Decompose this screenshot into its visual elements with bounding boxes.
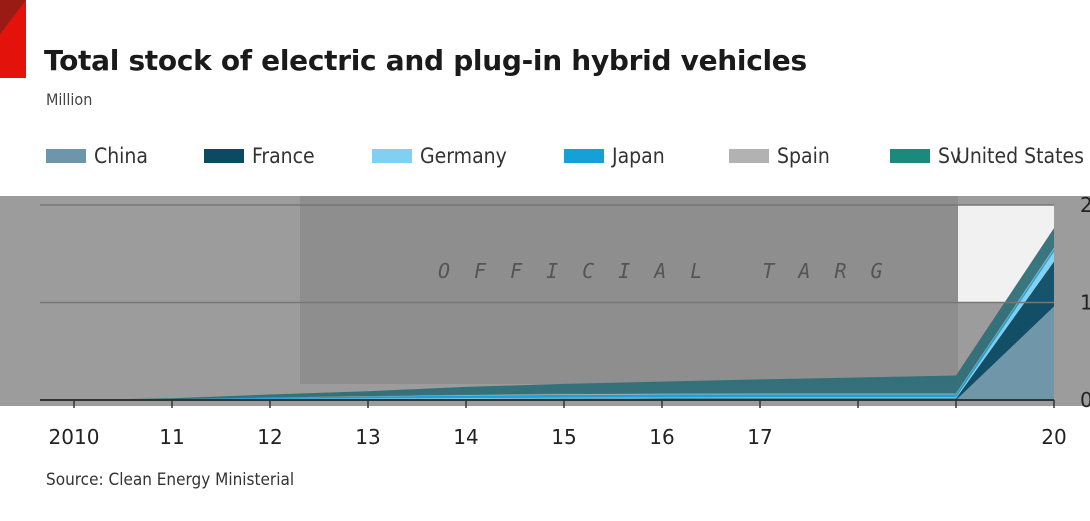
x-tick-label: 17 [747,425,772,449]
legend-label-france: France [252,144,315,168]
shaded-region [300,196,958,384]
x-tick-label: 11 [159,425,184,449]
y-tick-label: 0 [1080,388,1090,412]
x-tick-label: 15 [551,425,576,449]
legend-swatch-china [46,149,86,163]
legend-label-united-states: United States [956,144,1084,168]
legend-label-spain: Spain [777,144,830,168]
legend-item-france: France [204,142,315,170]
chart-background [0,196,1090,406]
legend-swatch-japan [564,149,604,163]
x-tick-label: 13 [355,425,380,449]
legend-swatch-germany [372,149,412,163]
x-tick-label: 2010 [49,425,100,449]
legend-item-united-states: United States [956,142,1084,170]
source-note: Source: Clean Energy Ministerial [46,470,295,490]
y-tick-label: 2 [1080,193,1090,217]
target-annotation: OFFICIAL TARG [438,259,907,283]
area-series-layer [74,228,1054,400]
area-united-states [74,228,1054,400]
legend-swatch-sweden [890,149,930,163]
x-tick-label: 16 [649,425,674,449]
legend-label-germany: Germany [420,144,507,168]
legend-label-japan: Japan [612,144,665,168]
gridlines [40,204,1054,401]
chart-subtitle: Million [46,90,93,109]
x-tick-label: 20 [1041,425,1066,449]
legend-label-sweden: Sv [938,144,962,168]
legend-item-spain: Spain [729,142,830,170]
chart-title: Total stock of electric and plug-in hybr… [44,44,807,77]
legend-label-china: China [94,144,148,168]
legend: China France Germany Japan Spain Sv Unit… [46,142,1090,170]
x-tick-label: 12 [257,425,282,449]
legend-swatch-spain [729,149,769,163]
legend-item-sweden: Sv [890,142,961,170]
x-tick-label: 14 [453,425,478,449]
legend-swatch-france [204,149,244,163]
legend-item-japan: Japan [564,142,665,170]
y-tick-label: 1 [1080,291,1090,315]
legend-item-china: China [46,142,148,170]
legend-item-germany: Germany [372,142,507,170]
